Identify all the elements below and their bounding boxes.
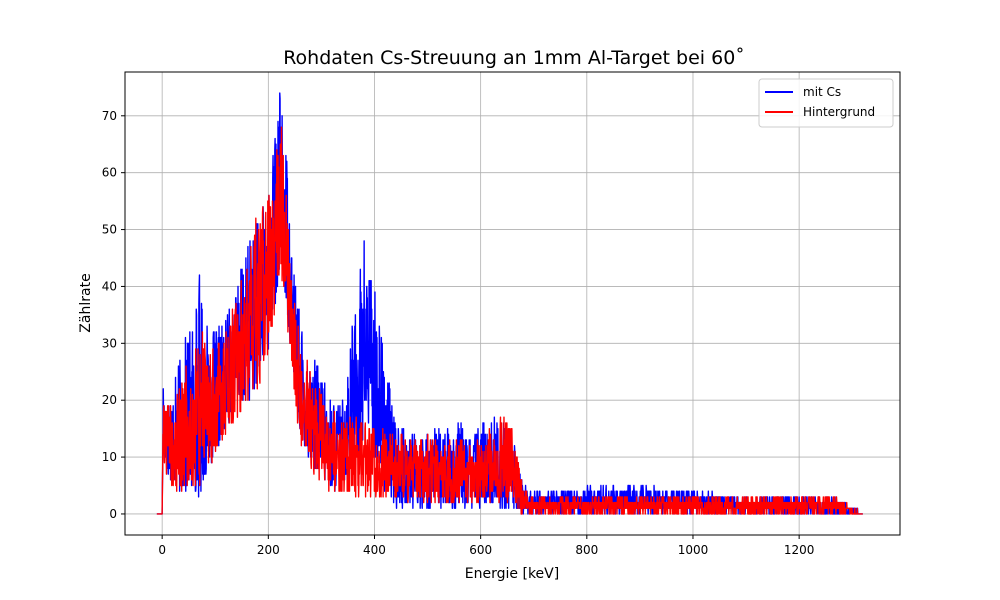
- legend-label-mit-cs: mit Cs: [803, 85, 841, 99]
- x-tick-label: 400: [363, 543, 386, 557]
- y-tick-label: 20: [102, 393, 117, 407]
- y-tick-label: 40: [102, 279, 117, 293]
- y-axis-ticks: 0 10 20 30 40 50 60 70: [102, 109, 125, 521]
- y-tick-label: 70: [102, 109, 117, 123]
- y-tick-label: 30: [102, 336, 117, 350]
- y-tick-label: 60: [102, 166, 117, 180]
- y-tick-label: 10: [102, 450, 117, 464]
- y-axis-label: Zählrate: [78, 273, 94, 332]
- legend-label-hintergrund: Hintergrund: [803, 105, 875, 119]
- x-tick-label: 200: [257, 543, 280, 557]
- x-axis-label: Energie [keV]: [465, 566, 559, 582]
- grid: [125, 72, 900, 535]
- x-tick-label: 1000: [678, 543, 709, 557]
- series-layer: [156, 92, 864, 515]
- x-axis-ticks: 0 200 400 600 800 1000 1200: [158, 535, 814, 557]
- x-tick-label: 0: [158, 543, 166, 557]
- x-tick-label: 600: [469, 543, 492, 557]
- chart-title: Rohdaten Cs-Streuung an 1mm Al-Target be…: [283, 47, 745, 69]
- x-tick-label: 1200: [784, 543, 815, 557]
- plot-frame: [124, 71, 901, 536]
- y-tick-label: 50: [102, 223, 117, 237]
- legend: mit Cs Hintergrund: [758, 78, 894, 128]
- series-line-hintergrund: [156, 126, 864, 515]
- y-tick-label: 0: [109, 507, 117, 521]
- x-tick-label: 800: [575, 543, 598, 557]
